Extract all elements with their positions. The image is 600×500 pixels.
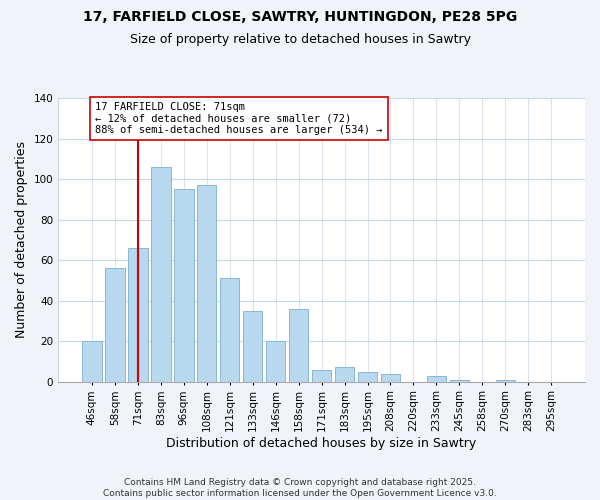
Text: 17 FARFIELD CLOSE: 71sqm
← 12% of detached houses are smaller (72)
88% of semi-d: 17 FARFIELD CLOSE: 71sqm ← 12% of detach… <box>95 102 383 136</box>
Bar <box>335 368 355 382</box>
Text: Size of property relative to detached houses in Sawtry: Size of property relative to detached ho… <box>130 32 470 46</box>
Text: Contains HM Land Registry data © Crown copyright and database right 2025.
Contai: Contains HM Land Registry data © Crown c… <box>103 478 497 498</box>
Y-axis label: Number of detached properties: Number of detached properties <box>15 142 28 338</box>
Bar <box>312 370 331 382</box>
Bar <box>128 248 148 382</box>
Bar <box>220 278 239 382</box>
Bar <box>174 189 194 382</box>
Bar <box>105 268 125 382</box>
Bar <box>289 308 308 382</box>
Bar <box>449 380 469 382</box>
Bar <box>197 185 217 382</box>
X-axis label: Distribution of detached houses by size in Sawtry: Distribution of detached houses by size … <box>166 437 477 450</box>
Bar <box>496 380 515 382</box>
Bar <box>266 341 286 382</box>
Text: 17, FARFIELD CLOSE, SAWTRY, HUNTINGDON, PE28 5PG: 17, FARFIELD CLOSE, SAWTRY, HUNTINGDON, … <box>83 10 517 24</box>
Bar <box>381 374 400 382</box>
Bar <box>358 372 377 382</box>
Bar <box>151 167 170 382</box>
Bar <box>82 341 101 382</box>
Bar <box>243 311 262 382</box>
Bar <box>427 376 446 382</box>
